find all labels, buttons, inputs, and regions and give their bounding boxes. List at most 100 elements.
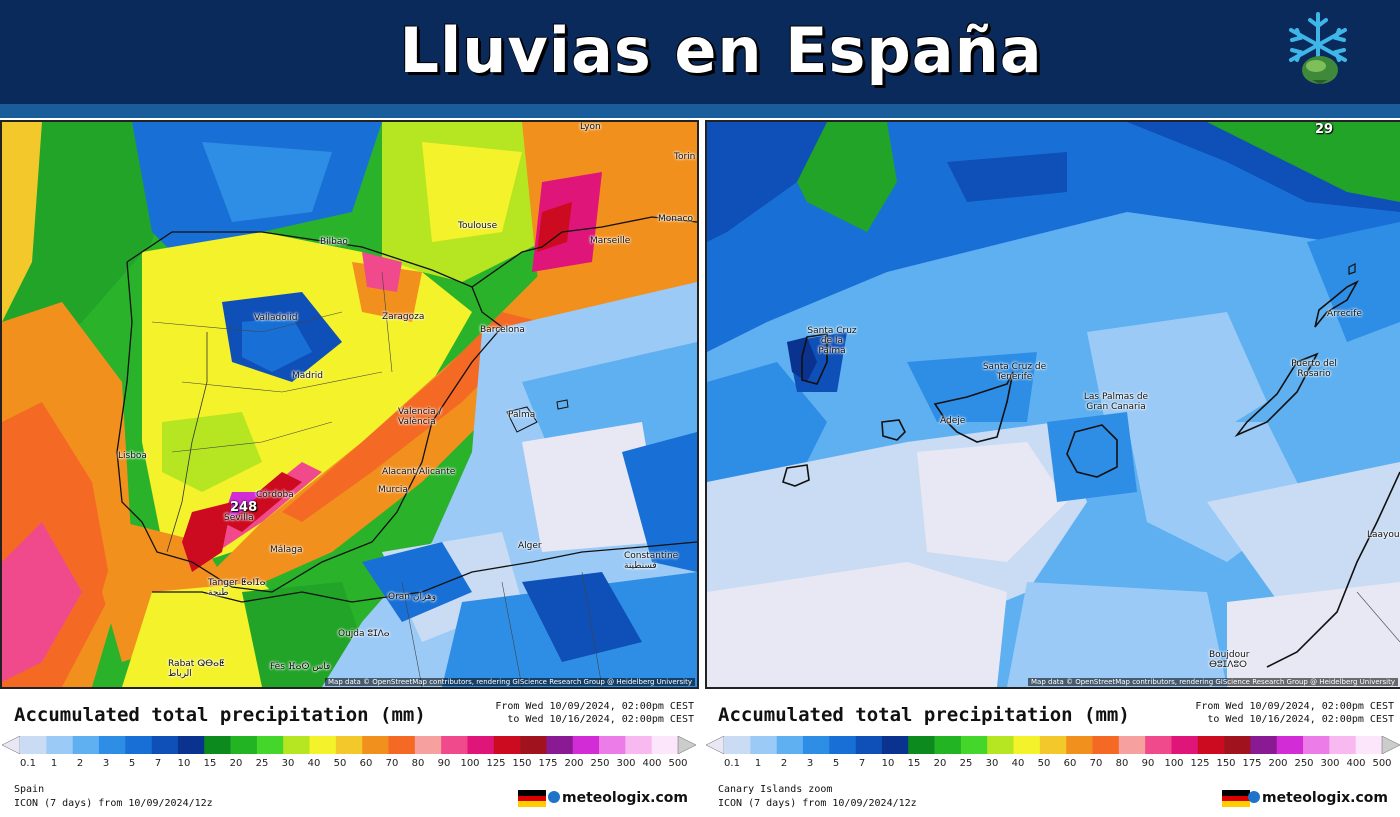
scale-swatch bbox=[1066, 736, 1093, 754]
scale-tick-label: 100 bbox=[1164, 758, 1184, 769]
scale-tick-label: 100 bbox=[460, 758, 480, 769]
scale-swatch bbox=[177, 736, 205, 754]
city-label: Toulouse bbox=[458, 221, 498, 231]
city-label: Las Palmas de Gran Canaria bbox=[1083, 392, 1149, 412]
scale-tick-label: 40 bbox=[1011, 758, 1025, 769]
map-attribution: Map data © OpenStreetMap contributors, r… bbox=[1028, 678, 1398, 686]
city-label: Palma bbox=[508, 410, 536, 420]
scale-swatch bbox=[520, 736, 547, 754]
scale-tick-label: 3 bbox=[102, 758, 110, 769]
scale-tick-label: 7 bbox=[858, 758, 866, 769]
scale-tick-label: 175 bbox=[538, 758, 558, 769]
city-label: Marseille bbox=[590, 236, 631, 246]
scale-swatch bbox=[881, 736, 909, 754]
city-label: Oran وهران bbox=[388, 592, 437, 602]
scale-tick-label: 500 bbox=[1372, 758, 1392, 769]
scale-swatch bbox=[256, 736, 284, 754]
map-attribution: Map data © OpenStreetMap contributors, r… bbox=[325, 678, 695, 686]
legend-title: Accumulated total precipitation (mm) bbox=[718, 704, 1130, 726]
flag-icon bbox=[1222, 790, 1250, 807]
scale-tick-label: 60 bbox=[1063, 758, 1077, 769]
scale-swatch bbox=[1118, 736, 1146, 754]
scale-tick-label: 250 bbox=[1294, 758, 1314, 769]
scale-swatch bbox=[414, 736, 442, 754]
scale-swatch bbox=[1171, 736, 1199, 754]
max-value-label: 248 bbox=[230, 500, 258, 515]
scale-swatch bbox=[1013, 736, 1041, 754]
meteologix-logo-icon bbox=[548, 791, 561, 803]
city-label: Constantine قسنطينة bbox=[624, 551, 679, 571]
brand-label[interactable]: meteologix.com bbox=[548, 790, 688, 806]
scale-swatch bbox=[441, 736, 468, 754]
scale-swatch bbox=[960, 736, 988, 754]
scale-tick-label: 80 bbox=[1115, 758, 1129, 769]
city-label: Madrid bbox=[292, 371, 323, 381]
brand-label[interactable]: meteologix.com bbox=[1248, 790, 1388, 806]
city-label: Córdoba bbox=[256, 490, 294, 500]
scale-tick-label: 10 bbox=[177, 758, 191, 769]
scale-tick-label: 90 bbox=[1141, 758, 1155, 769]
scale-swatch bbox=[855, 736, 883, 754]
scale-swatch bbox=[493, 736, 521, 754]
scale-tick-label: 0.1 bbox=[20, 758, 36, 769]
scale-tick-label: 7 bbox=[154, 758, 162, 769]
city-label: Barcelona bbox=[480, 325, 525, 335]
scale-swatch bbox=[750, 736, 777, 754]
city-label: Lisboa bbox=[118, 451, 147, 461]
scale-tick-label: 50 bbox=[333, 758, 347, 769]
scale-swatch bbox=[934, 736, 962, 754]
scale-tick-label: 15 bbox=[907, 758, 921, 769]
scale-swatch bbox=[908, 736, 935, 754]
scale-swatch bbox=[1224, 736, 1251, 754]
scale-swatch bbox=[829, 736, 856, 754]
scale-swatch bbox=[1145, 736, 1172, 754]
max-value-label: 29 bbox=[1315, 122, 1334, 137]
scale-swatch bbox=[1092, 736, 1120, 754]
scale-tick-label: 5 bbox=[128, 758, 136, 769]
scale-tick-label: 175 bbox=[1242, 758, 1262, 769]
meteologix-logo-icon bbox=[1248, 791, 1261, 803]
city-label: Arrecife bbox=[1327, 309, 1362, 319]
scale-tick-label: 50 bbox=[1037, 758, 1051, 769]
legend-right: Accumulated total precipitation (mm) Fro… bbox=[704, 690, 1400, 815]
city-label: Boujdour ⴱⵓⵊⴷⵓⵔ bbox=[1209, 650, 1250, 670]
scale-tick-label: 400 bbox=[642, 758, 662, 769]
city-label: Alger bbox=[518, 541, 542, 551]
scale-tick-label: 125 bbox=[1190, 758, 1210, 769]
city-label: Puerto del Rosario bbox=[1291, 359, 1337, 379]
spain-precipitation-map[interactable]: 248 Lyon Torin Monaco Toulouse Marseille… bbox=[0, 120, 699, 689]
scale-swatch bbox=[1197, 736, 1225, 754]
scale-tick-label: 30 bbox=[985, 758, 999, 769]
city-label: Torin bbox=[674, 152, 696, 162]
city-label: Sevilla bbox=[224, 513, 254, 523]
scale-swatch bbox=[335, 736, 363, 754]
scale-tick-label: 300 bbox=[616, 758, 636, 769]
color-scale-ticks: 0.1 1 2 3 5 7 10 15 20 25 30 40 50 60 70 80 90 100 125 150 1… bbox=[20, 758, 688, 772]
scale-swatch bbox=[1250, 736, 1278, 754]
scale-tick-label: 150 bbox=[512, 758, 532, 769]
scale-tick-label: 2 bbox=[780, 758, 788, 769]
scale-swatch bbox=[1276, 736, 1304, 754]
scale-swatch bbox=[776, 736, 804, 754]
canary-islands-precipitation-map[interactable]: 29 Santa Cruz de la Palma Santa Cruz de … bbox=[705, 120, 1400, 689]
scale-swatch bbox=[309, 736, 337, 754]
scale-tick-label: 25 bbox=[255, 758, 269, 769]
city-label: Laayoune bbox=[1367, 530, 1400, 540]
scale-tick-label: 0.1 bbox=[724, 758, 740, 769]
scale-swatch bbox=[283, 736, 310, 754]
scale-tick-label: 1 bbox=[50, 758, 58, 769]
scale-swatch bbox=[1355, 736, 1383, 754]
city-label: Málaga bbox=[270, 545, 303, 555]
scale-swatch bbox=[230, 736, 258, 754]
scale-swatch bbox=[802, 736, 830, 754]
scale-swatch bbox=[546, 736, 574, 754]
scale-swatch bbox=[388, 736, 416, 754]
city-label: Murcia bbox=[378, 485, 408, 495]
scale-tick-label: 250 bbox=[590, 758, 610, 769]
scale-tick-label: 3 bbox=[806, 758, 814, 769]
scale-tick-label: 200 bbox=[1268, 758, 1288, 769]
scale-swatch bbox=[362, 736, 389, 754]
scale-swatch bbox=[572, 736, 600, 754]
scale-tick-label: 70 bbox=[1089, 758, 1103, 769]
scale-tick-label: 60 bbox=[359, 758, 373, 769]
